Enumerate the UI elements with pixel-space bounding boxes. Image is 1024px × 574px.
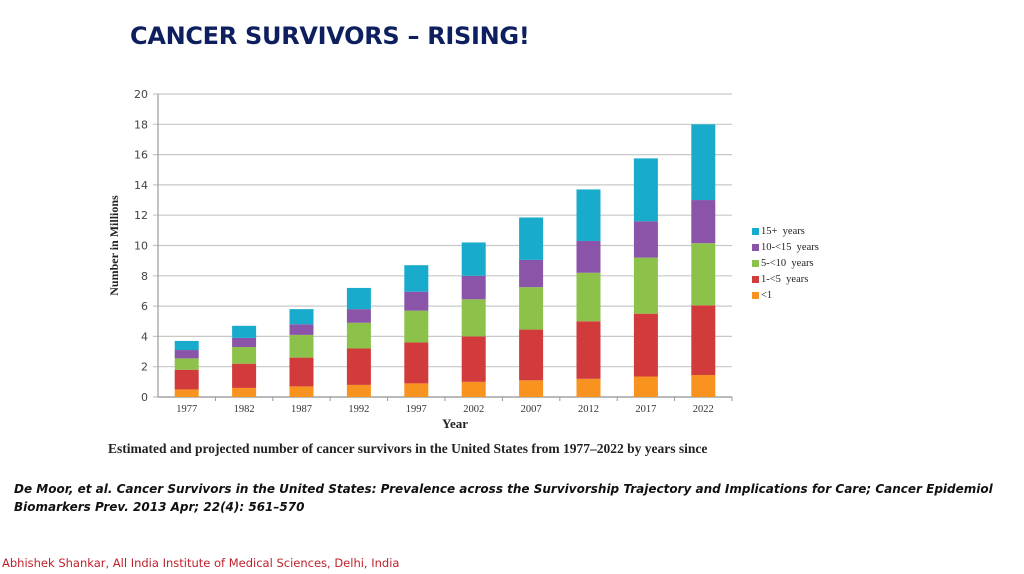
bar-segment: [519, 380, 544, 397]
bar-segment: [232, 325, 257, 338]
bar-segment: [633, 313, 658, 377]
legend-item: 5-<10 years: [752, 255, 819, 271]
y-tick-label: 0: [141, 391, 148, 404]
y-tick-label: 6: [141, 300, 148, 313]
bar-segment: [289, 334, 314, 358]
x-tick-label: 2012: [578, 404, 599, 415]
bar-segment: [691, 305, 716, 376]
bar-segment: [289, 309, 314, 325]
bar-segment: [232, 387, 257, 397]
legend-item: 15+ years: [752, 223, 819, 239]
legend-label: 1-<5 years: [761, 273, 809, 285]
x-tick-label: 1987: [291, 404, 312, 415]
bar-segment: [519, 287, 544, 330]
bar-segment: [346, 322, 371, 349]
bar-segment: [576, 378, 601, 397]
stacked-bar-chart: 0 2 4 6 8 10 12 14 16 18 20 1977 1982 1987 1992 1997 200…: [107, 88, 733, 431]
y-tick-label: 4: [141, 330, 148, 343]
bar-segment: [576, 189, 601, 241]
legend-item: 1-<5 years: [752, 271, 819, 287]
bar-segment: [232, 347, 257, 364]
bar-segment: [691, 200, 716, 244]
bar-segment: [461, 336, 486, 382]
x-tick-label: 1997: [406, 404, 427, 415]
legend-swatch: [752, 227, 759, 235]
bar-segment: [461, 242, 486, 276]
bar-segment: [519, 217, 544, 260]
y-tick-label: 16: [134, 149, 148, 162]
y-tick-label: 12: [134, 209, 148, 222]
footer-author: Abhishek Shankar, All India Institute of…: [2, 556, 400, 570]
x-tick-label: 1992: [348, 404, 369, 415]
slide-title: CANCER SURVIVORS – RISING!: [130, 22, 530, 50]
bar-segment: [346, 309, 371, 323]
y-tick-label: 2: [141, 361, 148, 374]
bar-segment: [346, 384, 371, 397]
bar-segment: [691, 243, 716, 306]
bar-segment: [232, 363, 257, 388]
bar-segment: [174, 350, 199, 359]
bar-segment: [404, 265, 429, 292]
bar-segment: [461, 275, 486, 300]
bar-segment: [576, 272, 601, 322]
legend-swatch: [752, 291, 759, 299]
bar-segment: [289, 386, 314, 397]
bar-segment: [633, 257, 658, 314]
y-tick-label: 14: [134, 179, 148, 192]
bar-segment: [461, 299, 486, 337]
legend-label: <1: [761, 289, 773, 301]
bar-segment: [174, 340, 199, 351]
bar-segment: [289, 324, 314, 335]
y-tick-label: 10: [134, 240, 148, 253]
bar-segment: [404, 383, 429, 397]
bar-segment: [174, 369, 199, 390]
y-tick-label: 20: [134, 88, 148, 101]
legend-item: <1: [752, 287, 819, 303]
bar-segment: [232, 337, 257, 348]
bar-segment: [174, 389, 199, 397]
legend-swatch: [752, 275, 759, 283]
legend-label: 5-<10 years: [761, 257, 814, 269]
y-tick-label: 18: [134, 118, 148, 131]
bar-segment: [404, 342, 429, 384]
bar-segment: [519, 259, 544, 288]
bar-segment: [461, 381, 486, 397]
bar-segment: [691, 124, 716, 201]
chart-caption: Estimated and projected number of cancer…: [108, 441, 708, 456]
bar-segment: [346, 287, 371, 310]
legend-label: 10-<15 years: [761, 241, 819, 253]
x-tick-label: 2007: [521, 404, 542, 415]
bar-segment: [691, 375, 716, 397]
legend-swatch: [752, 243, 759, 251]
bar-segment: [633, 221, 658, 258]
bar-segment: [346, 348, 371, 385]
bar-segment: [519, 329, 544, 381]
bar-segment: [289, 357, 314, 387]
bar-segment: [576, 240, 601, 273]
bar-segment: [633, 376, 658, 397]
citation: De Moor, et al. Cancer Survivors in the …: [14, 482, 993, 514]
bar-segment: [404, 310, 429, 343]
x-tick-label: 2022: [693, 404, 714, 415]
x-tick-label: 1982: [234, 404, 255, 415]
legend-item: 10-<15 years: [752, 239, 819, 255]
bar-segment: [174, 358, 199, 370]
y-axis-label: Number in Millions: [107, 195, 121, 296]
x-tick-label: 1977: [176, 404, 197, 415]
legend-label: 15+ years: [761, 225, 805, 237]
bar-segment: [576, 321, 601, 379]
x-axis-label: Year: [442, 416, 468, 431]
y-tick-label: 8: [141, 270, 148, 283]
legend-swatch: [752, 259, 759, 267]
x-tick-label: 2002: [463, 404, 484, 415]
bar-segment: [404, 291, 429, 311]
x-tick-label: 2017: [635, 404, 656, 415]
chart-legend: 15+ years 10-<15 years 5-<10 years 1-<5 yea…: [752, 223, 819, 303]
bar-segment: [633, 158, 658, 222]
